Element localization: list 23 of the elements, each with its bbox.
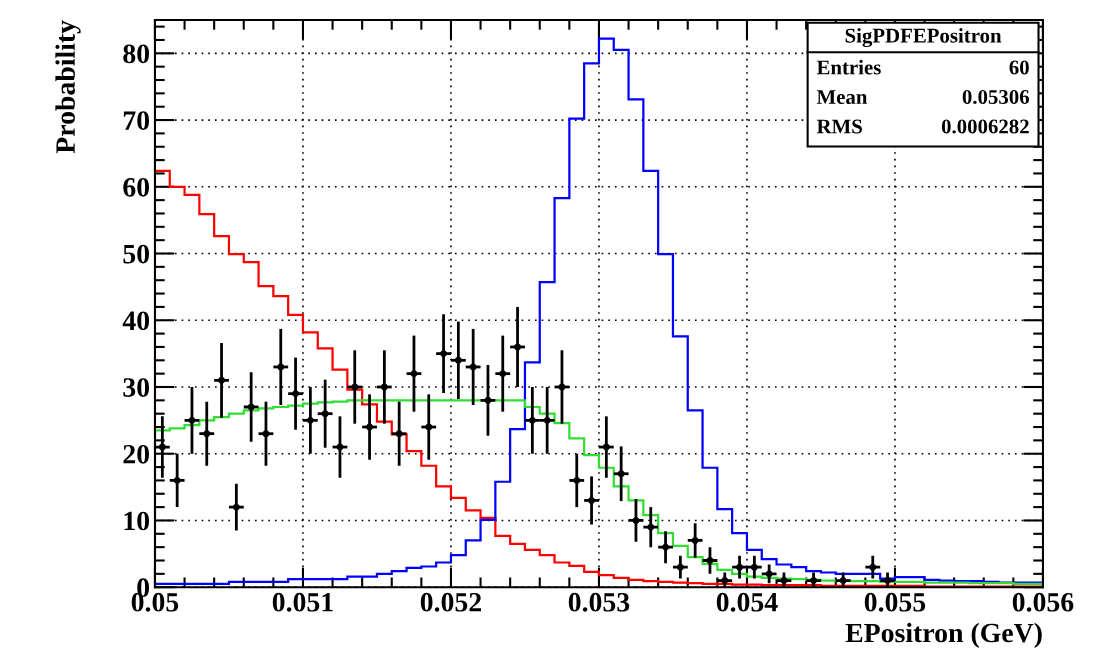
annotation: SigPDFEPositron — [845, 28, 1002, 48]
x-tick-label: 0.053 — [568, 592, 630, 612]
annotation: RMS — [816, 119, 862, 134]
annotation: Entries — [816, 59, 881, 75]
x-axis-title: EPositron (GeV) — [845, 622, 1042, 648]
x-tick-label: 0.052 — [420, 592, 482, 612]
x-tick-label: 0.054 — [716, 592, 778, 612]
x-tick-label: 0.055 — [864, 592, 926, 612]
y-tick-label: 60 — [123, 177, 150, 197]
y-tick-label: 40 — [122, 311, 150, 331]
annotation: 0.0006282 — [941, 119, 1029, 134]
x-tick-label: 0.056 — [1012, 592, 1074, 612]
y-tick-label: 50 — [123, 244, 150, 264]
y-tick-label: 10 — [124, 511, 150, 531]
annotation: Mean — [816, 90, 868, 105]
y-tick-label: 80 — [123, 44, 150, 64]
annotation: 0.05306 — [962, 89, 1030, 105]
annotation: 60 — [1009, 60, 1029, 75]
y-tick-label: 20 — [123, 444, 150, 464]
x-tick-label: 0.051 — [272, 592, 333, 612]
y-tick-label: 30 — [123, 378, 150, 397]
y-axis-title: Probability — [55, 20, 81, 154]
y-tick-label: 70 — [123, 111, 150, 130]
